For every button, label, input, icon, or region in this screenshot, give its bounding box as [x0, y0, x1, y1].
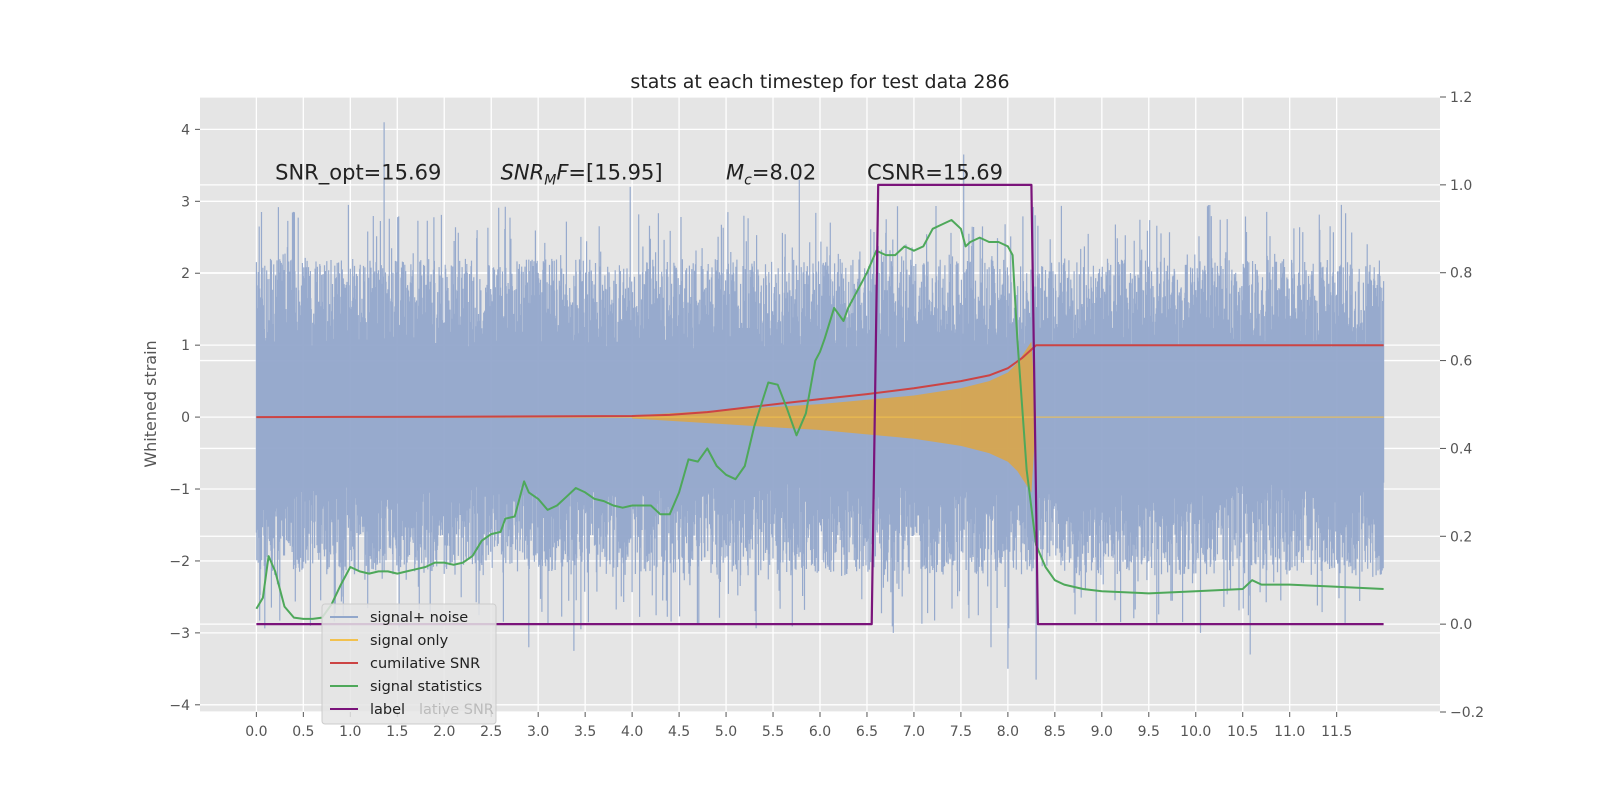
x-tick-label: 7.0 [903, 724, 925, 740]
plot-layer [255, 122, 1385, 680]
x-tick-label: 0.0 [245, 724, 267, 740]
legend-entry-label: signal only [370, 633, 449, 649]
x-tick-label: 1.0 [339, 724, 361, 740]
y2-tick-label: 0.0 [1450, 617, 1472, 633]
legend: lative SNR signal+ noise signal only cumila… [321, 603, 497, 725]
y-axis-label: Whitened strain [141, 340, 160, 467]
series-cumilative-snr [256, 344, 1384, 419]
x-tick-label: 0.5 [292, 724, 314, 740]
y-tick-label: 0 [181, 410, 190, 426]
x-tick-label: 3.0 [527, 724, 549, 740]
legend-box [321, 603, 497, 725]
x-tick-label: 9.0 [1091, 724, 1113, 740]
y-tick-label: 1 [181, 338, 190, 354]
x-tick-label: 11.0 [1274, 724, 1305, 740]
y2-tick-label: 0.6 [1450, 354, 1472, 370]
x-tick-label: 8.0 [997, 724, 1019, 740]
chart-title: stats at each timestep for test data 286 [630, 71, 1009, 93]
annotation-mc: Mc=8.02 [726, 161, 816, 189]
legend-ghost-text: lative SNR [419, 702, 494, 718]
x-tick-label: 11.5 [1321, 724, 1352, 740]
x-tick-label: 6.5 [856, 724, 878, 740]
y-tick-label: −3 [169, 626, 190, 642]
x-tick-label: 4.0 [621, 724, 643, 740]
y-tick-label: 2 [181, 266, 190, 282]
y-tick-label: 4 [181, 122, 190, 138]
x-tick-label: 2.0 [433, 724, 455, 740]
y-tick-label: −2 [169, 554, 190, 570]
x-tick-label: 10.5 [1227, 724, 1258, 740]
legend-entry-label: cumilative SNR [370, 656, 480, 672]
legend-entry-label: signal statistics [370, 679, 482, 695]
legend-entry-label: label [370, 702, 405, 718]
annotations: SNR_opt=15.69 SNRMF=[15.95] Mc=8.02 CSNR=15… [275, 161, 1003, 189]
legend-entry-label: signal+ noise [370, 610, 468, 626]
x-tick-label: 8.5 [1044, 724, 1066, 740]
y-tick-label: −4 [169, 698, 190, 714]
y2-tick-label: −0.2 [1450, 705, 1484, 721]
x-tick-label: 7.5 [950, 724, 972, 740]
y2-tick-label: 0.8 [1450, 266, 1472, 282]
x-tick-label: 3.5 [574, 724, 596, 740]
axes: 0.0 0.5 1.0 1.5 2.0 2.5 3.0 3.5 4.0 4.5 5.0 5.5 6.0 6… [169, 90, 1484, 740]
x-tick-label: 1.5 [386, 724, 408, 740]
annotation-snr-opt: SNR_opt=15.69 [275, 161, 441, 186]
x-tick-label: 4.5 [668, 724, 690, 740]
series-label [256, 183, 1384, 626]
y2-tick-label: 1.2 [1450, 90, 1472, 106]
x-tick-label: 9.5 [1138, 724, 1160, 740]
y2-tick-label: 0.4 [1450, 441, 1472, 457]
y-tick-label: 3 [181, 194, 190, 210]
y-tick-label: −1 [169, 482, 190, 498]
y2-tick-label: 0.2 [1450, 529, 1472, 545]
annotation-csnr: CSNR=15.69 [867, 161, 1003, 185]
x-tick-label: 6.0 [809, 724, 831, 740]
annotation-snr-mf: SNRMF=[15.95] [501, 161, 663, 189]
y2-tick-label: 1.0 [1450, 178, 1472, 194]
x-tick-label: 10.0 [1180, 724, 1211, 740]
x-tick-label: 2.5 [480, 724, 502, 740]
x-tick-label: 5.0 [715, 724, 737, 740]
x-tick-label: 5.5 [762, 724, 784, 740]
series-signal-statistics [255, 219, 1384, 620]
